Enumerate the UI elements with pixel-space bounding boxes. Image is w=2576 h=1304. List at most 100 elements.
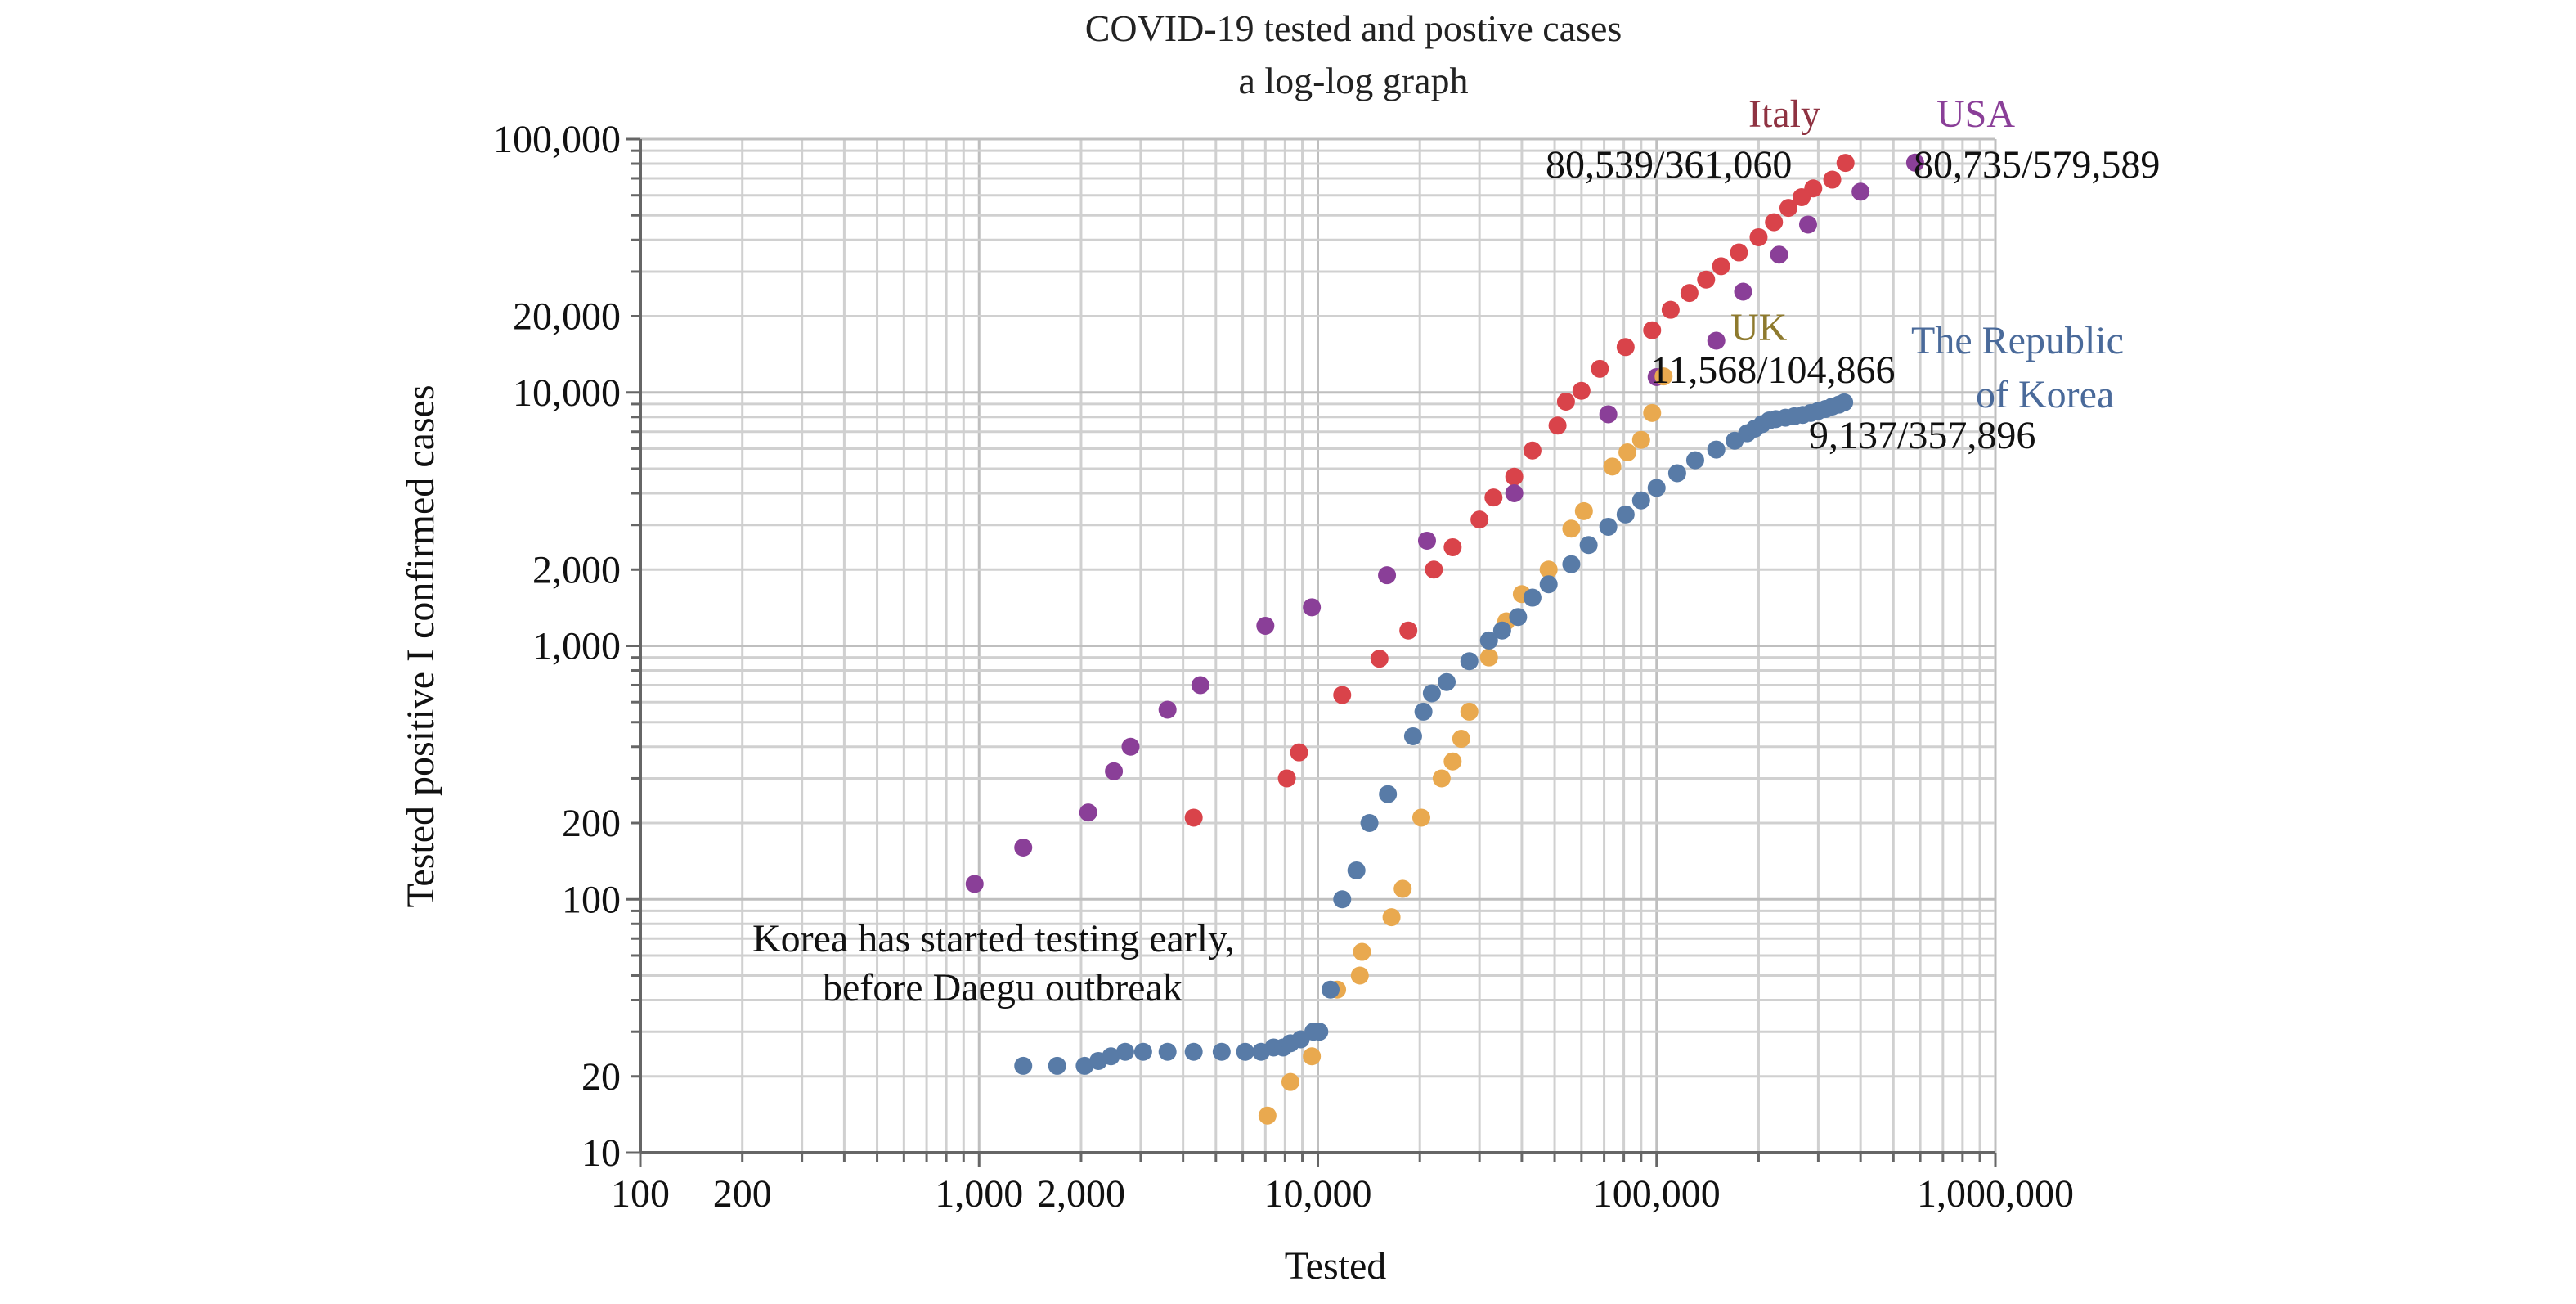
korea-label-line2: of Korea [1976,373,2114,416]
usa-value-label: 80,735/579,589 [1914,143,2160,187]
the-republic-of-korea-data-point [1647,479,1666,497]
italy-data-point [1399,621,1418,640]
usa-data-point [1851,182,1870,201]
usa-data-point [1707,331,1726,350]
y-tick-label: 2,000 [532,548,621,591]
italy-data-point [1290,743,1308,762]
the-republic-of-korea-data-point [1403,726,1422,745]
the-republic-of-korea-data-point [1414,702,1433,721]
korea-early-note-line1: Korea has started testing early, [752,917,1235,960]
y-tick-label: 20 [581,1055,621,1099]
italy-value-label: 80,539/361,060 [1546,143,1792,187]
italy-data-point [1443,537,1462,556]
italy-label: Italy [1748,92,1820,136]
uk-data-point [1393,879,1412,898]
data-points [965,153,1924,1125]
uk-data-point [1443,752,1462,771]
usa-data-point [1014,839,1033,857]
y-tick-label: 20,000 [513,295,621,339]
uk-data-point [1479,648,1498,667]
x-tick-label: 2,000 [1037,1172,1125,1216]
usa-data-point [1105,762,1124,780]
uk-data-point [1350,966,1369,985]
uk-data-point [1574,501,1593,520]
the-republic-of-korea-data-point [1102,1047,1120,1066]
italy-data-point [1333,686,1352,704]
italy-data-point [1712,257,1730,276]
x-tick-label: 1,000 [935,1172,1023,1216]
usa-data-point [1303,598,1322,617]
the-republic-of-korea-data-point [1438,672,1456,691]
italy-data-point [1277,769,1296,788]
uk-label: UK [1730,306,1788,349]
usa-data-point [1505,484,1524,503]
italy-data-point [1484,488,1503,507]
the-republic-of-korea-data-point [1158,1042,1177,1061]
the-republic-of-korea-data-point [1322,980,1340,999]
the-republic-of-korea-data-point [1685,451,1704,470]
usa-data-point [1770,245,1788,264]
x-tick-label: 1,000,000 [1917,1172,2074,1216]
the-republic-of-korea-data-point [1360,814,1379,833]
the-republic-of-korea-data-point [1631,491,1650,510]
usa-data-point [1798,215,1817,234]
series-italy [1184,154,1855,827]
italy-data-point [1470,510,1489,529]
the-republic-of-korea-data-point [1310,1023,1329,1041]
the-republic-of-korea-data-point [1509,608,1528,627]
usa-data-point [1417,531,1436,550]
the-republic-of-korea-data-point [1479,631,1498,650]
x-tick-label: 100 [611,1172,670,1216]
italy-data-point [1505,467,1524,486]
italy-data-point [1730,243,1748,262]
uk-data-point [1258,1106,1277,1125]
korea-early-note-line2: before Daegu outbreak [823,966,1183,1009]
the-republic-of-korea-data-point [1523,588,1542,607]
the-republic-of-korea-data-point [1014,1056,1033,1075]
uk-data-point [1303,1047,1322,1066]
usa-data-point [1121,737,1140,756]
chart-title: COVID-19 tested and postive cases [1085,7,1622,49]
the-republic-of-korea-data-point [1422,684,1441,703]
the-republic-of-korea-data-point [1539,575,1558,594]
uk-data-point [1281,1072,1299,1091]
the-republic-of-korea-data-point [1212,1042,1231,1061]
usa-data-point [1158,700,1177,719]
x-tick-label: 100,000 [1593,1172,1721,1216]
y-tick-label: 200 [562,802,621,845]
the-republic-of-korea-data-point [1616,505,1635,524]
the-republic-of-korea-data-point [1599,517,1618,536]
korea-value-label: 9,137/357,896 [1809,414,2035,457]
series-the-republic-of-korea [1014,393,1854,1075]
uk-value-label: 11,568/104,866 [1650,348,1896,392]
uk-data-point [1618,443,1637,462]
the-republic-of-korea-data-point [1333,890,1352,909]
uk-data-point [1452,730,1470,749]
uk-data-point [1382,908,1401,927]
the-republic-of-korea-data-point [1562,555,1581,573]
italy-data-point [1616,338,1635,357]
the-republic-of-korea-data-point [1075,1056,1094,1075]
x-axis-title: Tested [1285,1244,1387,1288]
uk-data-point [1562,519,1581,538]
usa-data-point [965,875,984,893]
italy-data-point [1591,359,1609,378]
the-republic-of-korea-data-point [1707,440,1726,459]
uk-data-point [1411,808,1430,827]
italy-data-point [1697,270,1716,289]
italy-data-point [1749,227,1768,246]
x-tick-label: 10,000 [1264,1172,1372,1216]
usa-data-point [1191,676,1209,695]
usa-data-point [1599,405,1618,424]
ticks: 100 200 1,000 2,000 10,000 100,000 1,000,000 10… [493,118,2074,1216]
usa-data-point [1256,616,1275,635]
uk-data-point [1631,430,1650,449]
the-republic-of-korea-data-point [1184,1042,1203,1061]
uk-data-point [1654,367,1673,386]
uk-data-point [1603,457,1622,476]
italy-data-point [1184,808,1203,827]
usa-label: USA [1936,92,2015,136]
the-republic-of-korea-data-point [1133,1042,1152,1061]
uk-data-point [1353,942,1371,961]
